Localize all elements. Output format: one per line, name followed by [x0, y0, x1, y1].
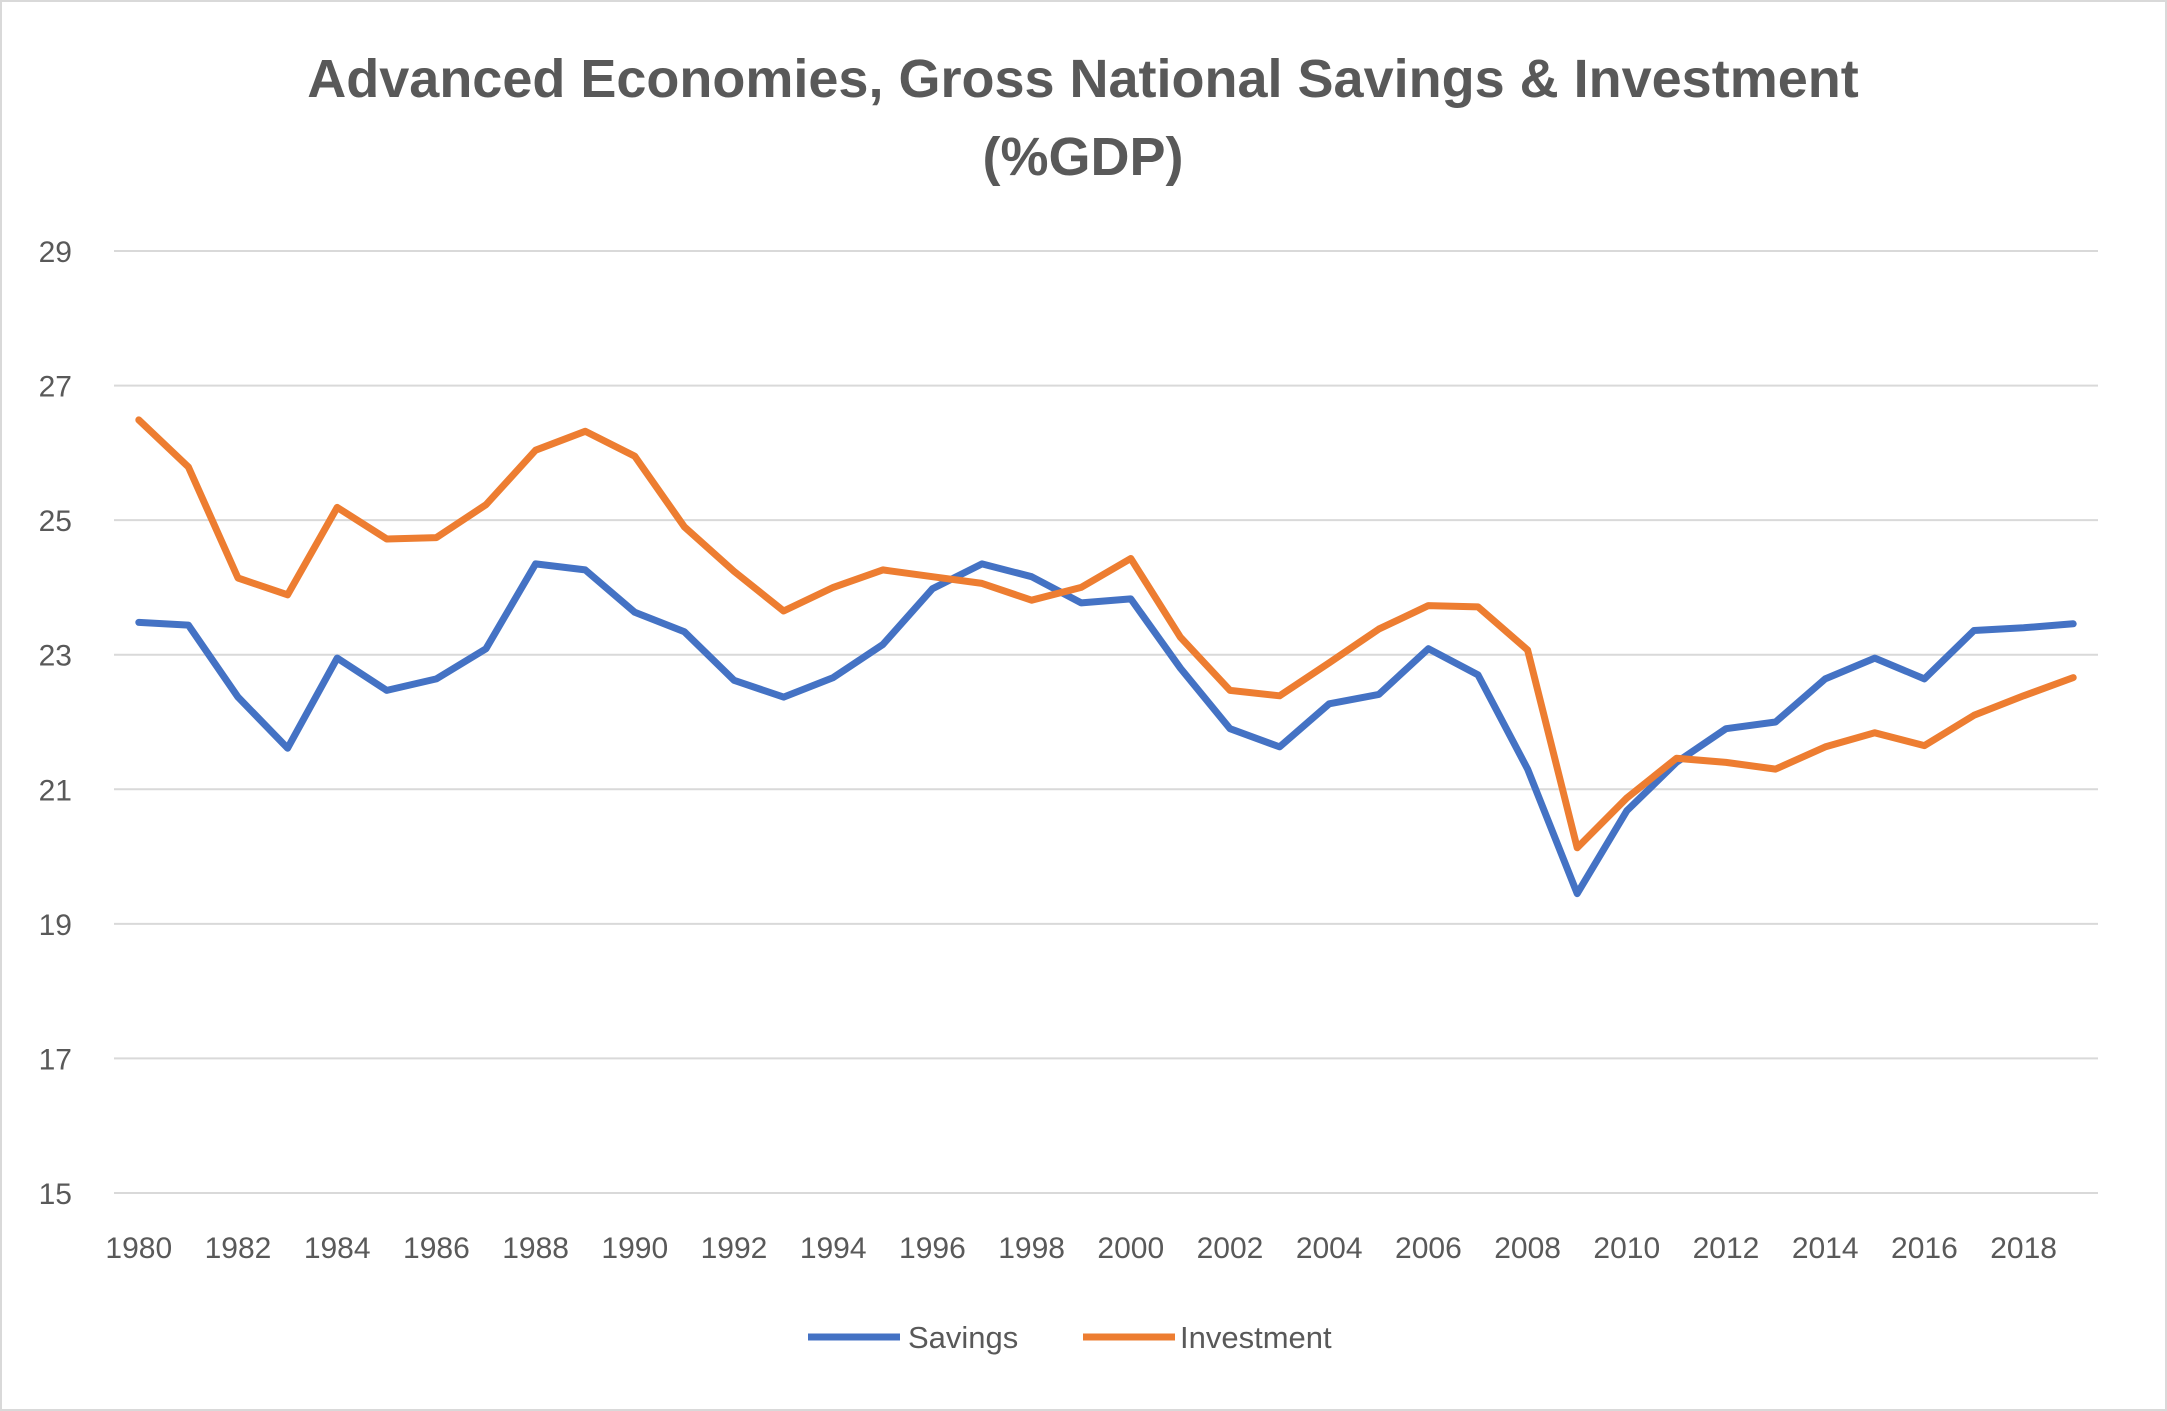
x-tick-label: 1988 [502, 1232, 569, 1265]
x-tick-label: 1982 [205, 1232, 272, 1265]
x-tick-label: 2016 [1891, 1232, 1958, 1265]
gridlines [114, 250, 2098, 1194]
series-lines [135, 416, 2077, 898]
x-tick-label: 1980 [105, 1232, 172, 1265]
y-tick-label: 19 [39, 909, 72, 942]
x-tick-label: 1996 [899, 1232, 966, 1265]
chart-subtitle: (%GDP) [983, 127, 1184, 187]
series-line-investment [135, 416, 2077, 852]
x-tick-label: 1984 [304, 1232, 371, 1265]
y-tick-label: 15 [39, 1178, 72, 1211]
x-tick-label: 2006 [1395, 1232, 1462, 1265]
x-tick-label: 2008 [1494, 1232, 1561, 1265]
y-tick-label: 29 [39, 236, 72, 269]
x-axis-ticks: 1980 1982 1984 1986 1988 1990 1992 1994 1996 1998… [105, 1232, 2057, 1265]
legend: Savings Investment [808, 1320, 1332, 1355]
x-tick-label: 2012 [1693, 1232, 1760, 1265]
y-axis-ticks: 15 17 19 21 23 25 27 29 [39, 236, 72, 1211]
y-tick-label: 23 [39, 640, 72, 673]
y-tick-label: 27 [39, 371, 72, 404]
legend-label-savings: Savings [908, 1320, 1018, 1355]
x-tick-label: 2002 [1197, 1232, 1264, 1265]
x-tick-label: 1994 [800, 1232, 867, 1265]
x-tick-label: 2014 [1792, 1232, 1859, 1265]
legend-label-investment: Investment [1180, 1320, 1332, 1355]
y-tick-label: 25 [39, 505, 72, 538]
chart-title: Advanced Economies, Gross National Savin… [307, 49, 1858, 109]
x-tick-label: 2010 [1593, 1232, 1660, 1265]
x-tick-label: 2000 [1097, 1232, 1164, 1265]
x-tick-label: 1986 [403, 1232, 470, 1265]
series-line-savings [135, 560, 2077, 898]
x-tick-label: 1990 [601, 1232, 668, 1265]
x-tick-label: 1998 [998, 1232, 1065, 1265]
x-tick-label: 1992 [701, 1232, 768, 1265]
y-tick-label: 17 [39, 1043, 72, 1076]
y-tick-label: 21 [39, 774, 72, 807]
x-tick-label: 2018 [1990, 1232, 2057, 1265]
x-tick-label: 2004 [1296, 1232, 1363, 1265]
